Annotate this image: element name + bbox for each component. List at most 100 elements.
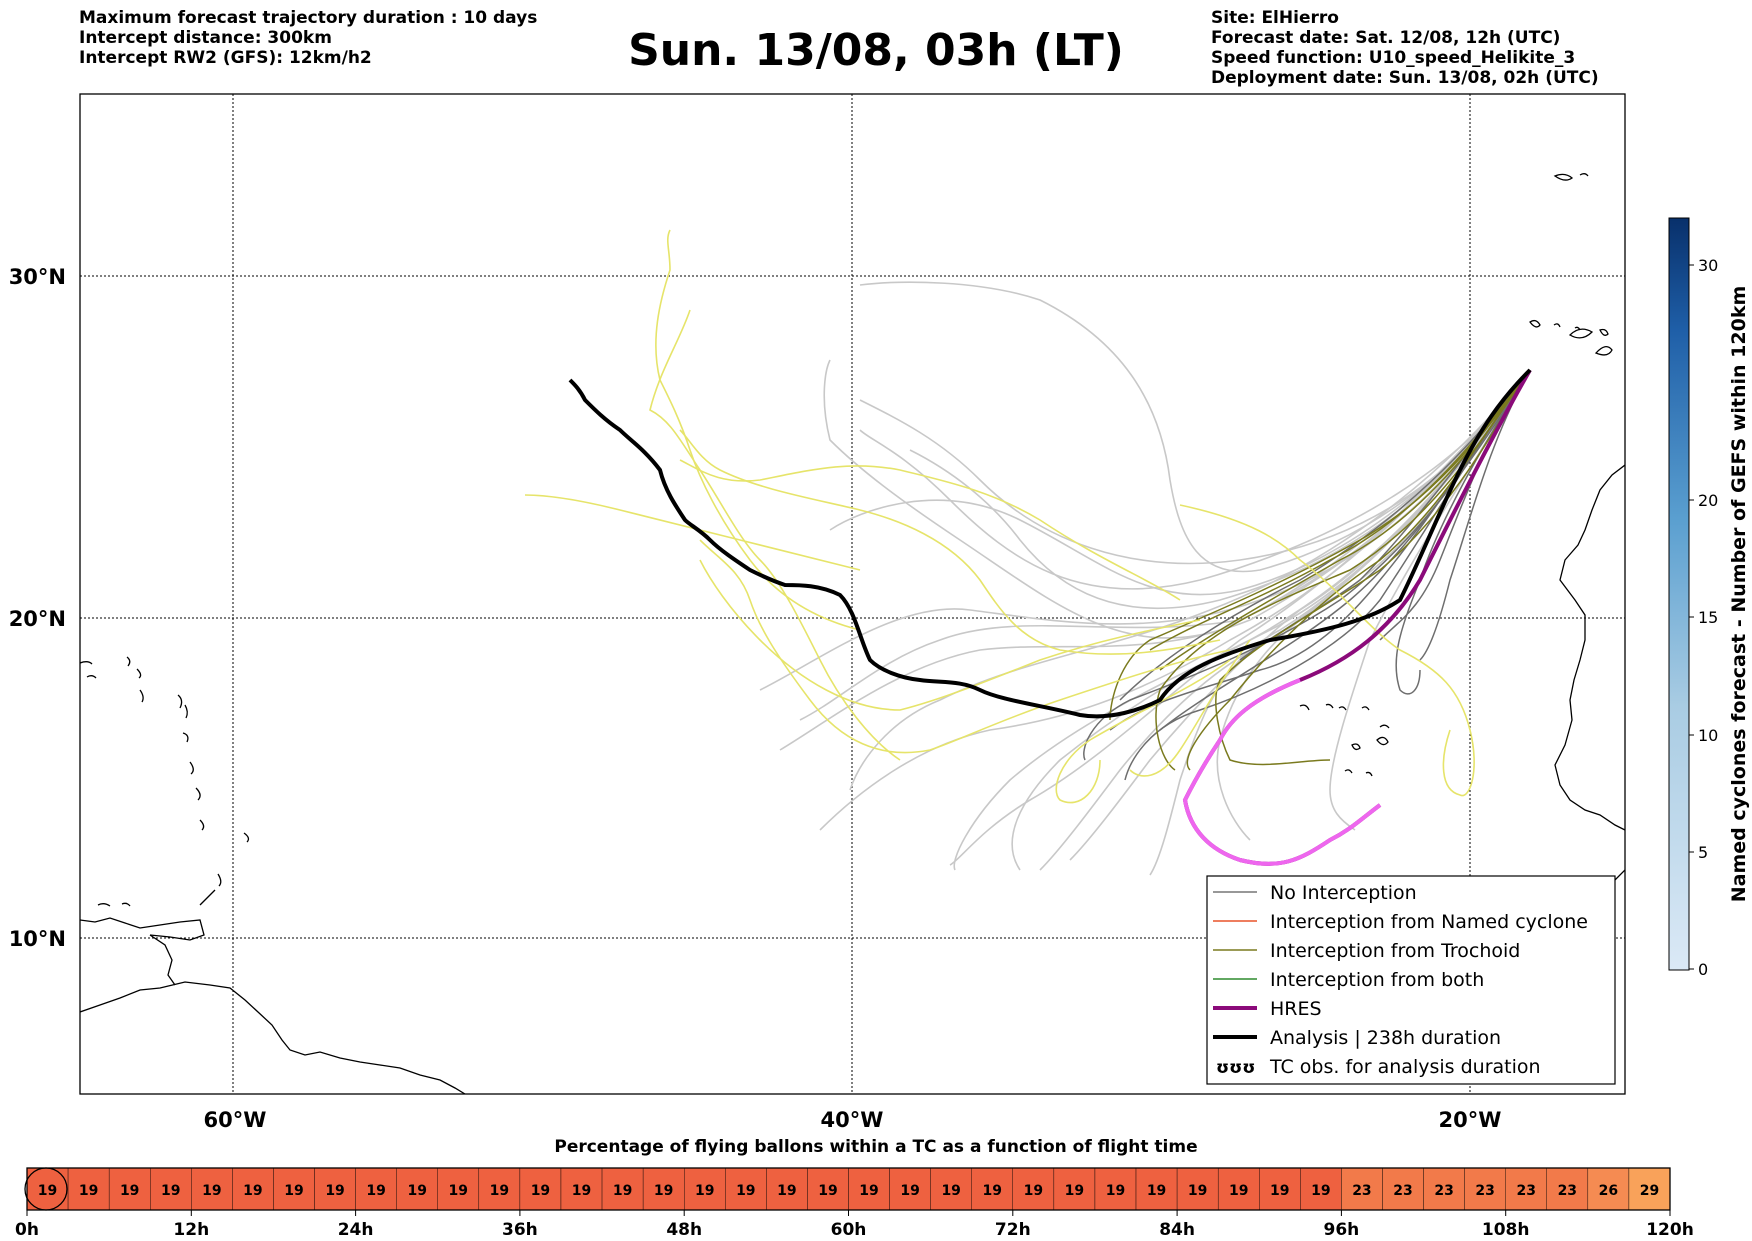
venezuela-coast bbox=[80, 917, 205, 941]
timeline-cell-17 bbox=[725, 1167, 767, 1211]
timeline-tick-label-3: 36h bbox=[502, 1220, 538, 1240]
timeline-cell-label-7: 19 bbox=[325, 1183, 344, 1199]
hierro-island bbox=[1553, 323, 1561, 328]
timeline-cell-label-0: 19 bbox=[38, 1183, 57, 1199]
trajectory-olive-4 bbox=[1215, 369, 1531, 766]
timeline-cell-39 bbox=[1628, 1167, 1671, 1211]
timeline-cell-26 bbox=[1094, 1167, 1137, 1211]
timeline-tick-label-6: 72h bbox=[995, 1220, 1031, 1240]
cape-verde-6 bbox=[1338, 706, 1347, 711]
timeline-cell-label-8: 19 bbox=[366, 1183, 385, 1199]
timeline-cell-label-24: 19 bbox=[1024, 1183, 1043, 1199]
timeline-cell-label-18: 19 bbox=[777, 1183, 796, 1199]
lesser-antilles-3 bbox=[126, 656, 131, 667]
trajectory-yellow-5 bbox=[679, 429, 1221, 655]
timeline-cell-label-19: 19 bbox=[818, 1183, 837, 1199]
colorbar-gradient bbox=[1668, 217, 1690, 971]
timeline-cell-3 bbox=[150, 1167, 192, 1211]
legend-label-1: Interception from Named cyclone bbox=[1270, 911, 1588, 933]
header-right-info: Site: ElHierro Forecast date: Sat. 12/08… bbox=[1211, 8, 1599, 88]
martinique-island bbox=[189, 761, 194, 775]
trinidad-coast bbox=[149, 934, 176, 986]
timeline-tick-label-1: 12h bbox=[173, 1220, 209, 1240]
timeline: 19 19 19 19 19 19 19 19 19 19 19 19 19 19 19 19 19 19 19 19… bbox=[15, 1167, 1694, 1240]
timeline-cell-label-33: 23 bbox=[1393, 1183, 1412, 1199]
timeline-cell-label-25: 19 bbox=[1065, 1183, 1084, 1199]
timeline-cell-20 bbox=[848, 1167, 890, 1211]
timeline-cell-label-35: 23 bbox=[1475, 1183, 1494, 1199]
trajectory-dark-8 bbox=[1419, 369, 1531, 661]
south-america-coast bbox=[80, 981, 466, 1094]
timeline-cell-label-17: 19 bbox=[736, 1183, 755, 1199]
cape-verde-2 bbox=[1376, 736, 1389, 746]
timeline-tick-label-8: 96h bbox=[1324, 1220, 1360, 1240]
hres-trajectory-light bbox=[1182, 678, 1382, 866]
lesser-antilles-1 bbox=[80, 661, 93, 665]
timeline-cell-label-9: 19 bbox=[407, 1183, 426, 1199]
trajectory-gray-8 bbox=[859, 281, 1531, 573]
cape-verde-4 bbox=[1299, 704, 1310, 711]
analysis-trajectory bbox=[568, 368, 1532, 719]
timeline-tick-label-10: 120h bbox=[1646, 1220, 1694, 1240]
trajectory-olive-1 bbox=[1109, 369, 1531, 721]
timeline-cell-21 bbox=[889, 1167, 931, 1211]
timeline-cell-35 bbox=[1464, 1167, 1506, 1211]
lon-label-60w: 60°W bbox=[204, 1108, 267, 1132]
legend-box bbox=[1206, 875, 1616, 1085]
trajectory-olive-3 bbox=[1159, 369, 1531, 671]
timeline-cell-label-27: 19 bbox=[1147, 1183, 1166, 1199]
cape-verde-9 bbox=[1365, 771, 1373, 777]
legend-label-4: HRES bbox=[1270, 998, 1322, 1020]
timeline-cell-label-38: 26 bbox=[1599, 1183, 1618, 1199]
trajectory-yellow-8 bbox=[524, 494, 861, 571]
intercept-rw2-text: Intercept RW2 (GFS): 12km/h2 bbox=[79, 48, 372, 68]
colorbar: 0 5 10 15 20 30 Named cyclones forecast … bbox=[1668, 217, 1750, 979]
timeline-tick-label-5: 60h bbox=[831, 1220, 867, 1240]
timeline-cell-label-11: 19 bbox=[490, 1183, 509, 1199]
timeline-cell-8 bbox=[355, 1167, 397, 1211]
forecast-date-text: Forecast date: Sat. 12/08, 12h (UTC) bbox=[1211, 28, 1561, 48]
madeira-island bbox=[1553, 173, 1574, 181]
timeline-cell-label-21: 19 bbox=[900, 1183, 919, 1199]
timeline-cell-2 bbox=[108, 1167, 151, 1211]
timeline-cell-label-28: 19 bbox=[1188, 1183, 1207, 1199]
timeline-cell-label-31: 19 bbox=[1311, 1183, 1330, 1199]
gomera-island bbox=[1574, 326, 1581, 331]
timeline-tick-label-4: 48h bbox=[666, 1220, 702, 1240]
timeline-cell-30 bbox=[1259, 1167, 1301, 1211]
lesser-antilles-5 bbox=[139, 689, 144, 703]
timeline-cell-34 bbox=[1423, 1167, 1465, 1211]
timeline-cell-label-34: 23 bbox=[1434, 1183, 1453, 1199]
trajectory-yellow-9 bbox=[655, 229, 861, 631]
timeline-cell-1 bbox=[67, 1167, 110, 1211]
timeline-cell-16 bbox=[684, 1167, 726, 1211]
timeline-cell-label-10: 19 bbox=[449, 1183, 468, 1199]
curacao-island bbox=[121, 902, 131, 907]
timeline-cell-25 bbox=[1053, 1167, 1096, 1211]
st-vincent-island bbox=[199, 819, 205, 831]
timeline-cell-27 bbox=[1135, 1167, 1178, 1211]
coastlines bbox=[80, 464, 1625, 1094]
axis-labels: 60°W 40°W 20°W 30°N 20°N 10°N bbox=[9, 265, 1502, 1132]
tenerife-island bbox=[1568, 328, 1594, 339]
bonaire-island bbox=[97, 903, 111, 907]
timeline-tick-label-9: 108h bbox=[1482, 1220, 1530, 1240]
colorbar-ticks bbox=[1689, 264, 1694, 970]
timeline-cell-6 bbox=[273, 1167, 315, 1211]
legend-label-0: No Interception bbox=[1270, 882, 1417, 904]
lat-label-10n: 10°N bbox=[9, 927, 66, 951]
colorbar-tick-labels: 0 5 10 15 20 30 bbox=[1698, 256, 1718, 979]
colorbar-tick-0: 0 bbox=[1698, 960, 1708, 979]
timeline-cell-label-29: 19 bbox=[1229, 1183, 1248, 1199]
grenada-island bbox=[217, 873, 222, 887]
tc-symbols-icon: ʊʊʊ bbox=[1216, 1058, 1255, 1078]
timeline-caption: Percentage of flying ballons within a TC… bbox=[554, 1137, 1198, 1157]
trajectory-gray-7 bbox=[909, 369, 1531, 610]
trajectory-yellow-7 bbox=[1129, 639, 1251, 777]
trajectory-gray-18 bbox=[849, 369, 1531, 791]
timeline-cell-label-1: 19 bbox=[79, 1183, 98, 1199]
colorbar-tick-30: 30 bbox=[1698, 256, 1718, 275]
timeline-tick-label-7: 84h bbox=[1159, 1220, 1195, 1240]
header-left-info: Maximum forecast trajectory duration : 1… bbox=[79, 8, 537, 68]
